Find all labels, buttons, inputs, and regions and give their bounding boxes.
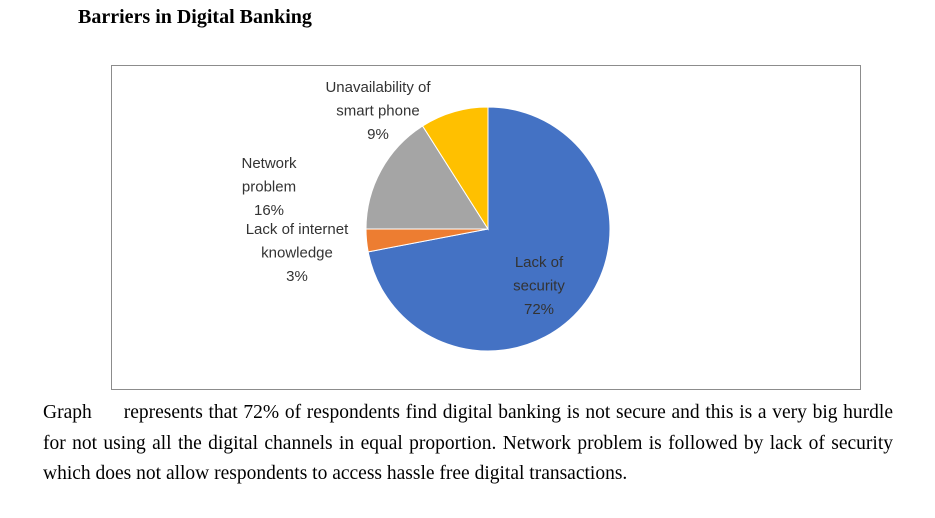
pie-slice-0 <box>367 106 611 352</box>
section-heading: Barriers in Digital Banking <box>78 6 312 28</box>
slice-label-0: Lack of security 72% <box>513 254 565 318</box>
paragraph-lead: Graph <box>43 402 92 423</box>
pie-chart: Lack of security 72% Lack of internet knowle… <box>241 79 611 352</box>
slice-label-2: Network problem 16% <box>241 155 297 219</box>
pie-chart-frame: Lack of security 72% Lack of internet knowle… <box>111 65 861 390</box>
paragraph-text: represents that 72% of respondents find … <box>43 402 893 484</box>
pie-slice-3 <box>421 106 489 231</box>
slice-label-3: Unavailability of smart phone 9% <box>325 79 431 143</box>
pie-slice-2 <box>365 125 489 230</box>
slice-label-1: Lack of internet knowledge 3% <box>246 221 349 285</box>
description-paragraph: Graph represents that 72% of respondents … <box>43 398 893 490</box>
